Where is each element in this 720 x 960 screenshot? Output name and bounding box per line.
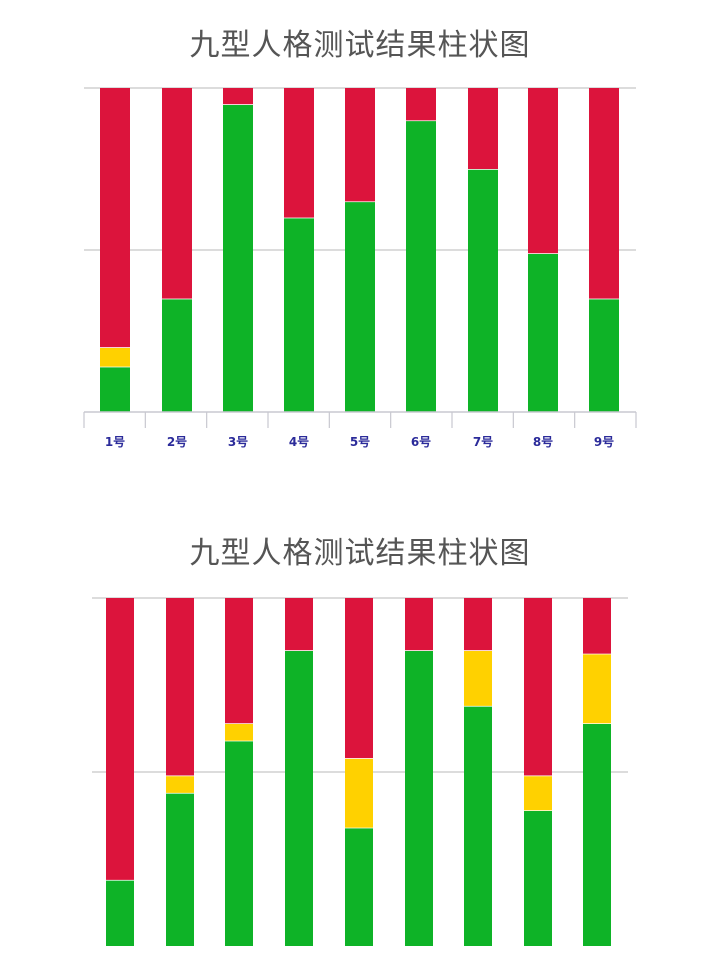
chart-2-bar-6-green bbox=[405, 650, 433, 946]
chart-2-bar-3-yellow bbox=[225, 723, 253, 741]
chart-2-bar-7-green bbox=[464, 705, 492, 946]
chart-2-title: 九型人格测试结果柱状图 bbox=[189, 536, 531, 571]
chart-1-tick-label: 7号 bbox=[473, 434, 493, 449]
chart-1-title: 九型人格测试结果柱状图 bbox=[189, 28, 531, 63]
chart-1-bar-2-green bbox=[162, 298, 192, 412]
chart-1-bar-9-red bbox=[589, 88, 619, 299]
chart-1-tick-label: 9号 bbox=[594, 434, 614, 449]
chart-2-bar-7-yellow bbox=[464, 650, 492, 706]
chart-2-bar-4-red bbox=[285, 598, 313, 651]
chart-1-tick-label: 1号 bbox=[105, 434, 125, 449]
chart-2-bar-1-green bbox=[106, 879, 134, 946]
chart-1-plot: 1号 2号 3号 4号 5号 6号 7号 8号 9号 bbox=[83, 87, 637, 449]
chart-2-bar-9-green bbox=[583, 723, 611, 946]
chart-1-bar-6-green bbox=[406, 120, 436, 413]
chart-2-bar-5-green bbox=[345, 827, 373, 946]
chart-2-plot bbox=[92, 597, 628, 946]
chart-2-bar-2-yellow bbox=[166, 775, 194, 793]
chart-1-bar-4-green bbox=[284, 217, 314, 412]
chart-2-bar-4-green bbox=[285, 650, 313, 946]
chart-1-bar-4-red bbox=[284, 88, 314, 218]
chart-1-bar-7-green bbox=[468, 169, 498, 412]
chart-2-bar-9-yellow bbox=[583, 653, 611, 724]
chart-2-bar-6-red bbox=[405, 598, 433, 651]
chart-1-tick-label: 4号 bbox=[289, 434, 309, 449]
chart-2-bar-8-red bbox=[524, 598, 552, 776]
chart-1-bar-9-green bbox=[589, 298, 619, 412]
chart-1-bar-7-red bbox=[468, 88, 498, 169]
chart-1-bar-1-yellow bbox=[100, 347, 130, 367]
chart-1-bar-2-red bbox=[162, 88, 192, 299]
chart-2-bar-2-red bbox=[166, 598, 194, 776]
chart-2-bar-9-red bbox=[583, 598, 611, 654]
chart-1-tick-label: 5号 bbox=[350, 434, 370, 449]
chart-2-bar-5-yellow bbox=[345, 758, 373, 828]
chart-1-bar-5-green bbox=[345, 201, 375, 412]
chart-1-tick-label: 2号 bbox=[167, 434, 187, 449]
chart-2-bar-1-red bbox=[106, 598, 134, 880]
chart-2-bar-5-red bbox=[345, 598, 373, 759]
chart-1-bar-6-red bbox=[406, 88, 436, 121]
chart-2-bar-3-red bbox=[225, 598, 253, 724]
chart-1-tick-label: 6号 bbox=[411, 434, 431, 449]
chart-2-bar-8-green bbox=[524, 810, 552, 946]
chart-1-bar-1-red bbox=[100, 88, 130, 348]
chart-1-tick-label: 8号 bbox=[533, 434, 553, 449]
chart-2-bar-7-red bbox=[464, 598, 492, 651]
chart-1-bar-1-green bbox=[100, 366, 130, 412]
chart-1-bar-8-green bbox=[528, 253, 558, 412]
chart-2-bar-3-green bbox=[225, 740, 253, 946]
chart-1-tick-label: 3号 bbox=[228, 434, 248, 449]
chart-1-bar-5-red bbox=[345, 88, 375, 202]
chart-1-bar-3-green bbox=[223, 104, 253, 412]
chart-2-bar-2-green bbox=[166, 792, 194, 946]
chart-2-bar-8-yellow bbox=[524, 775, 552, 811]
chart-1-bar-3-red bbox=[223, 88, 253, 105]
chart-1-bar-8-red bbox=[528, 88, 558, 254]
